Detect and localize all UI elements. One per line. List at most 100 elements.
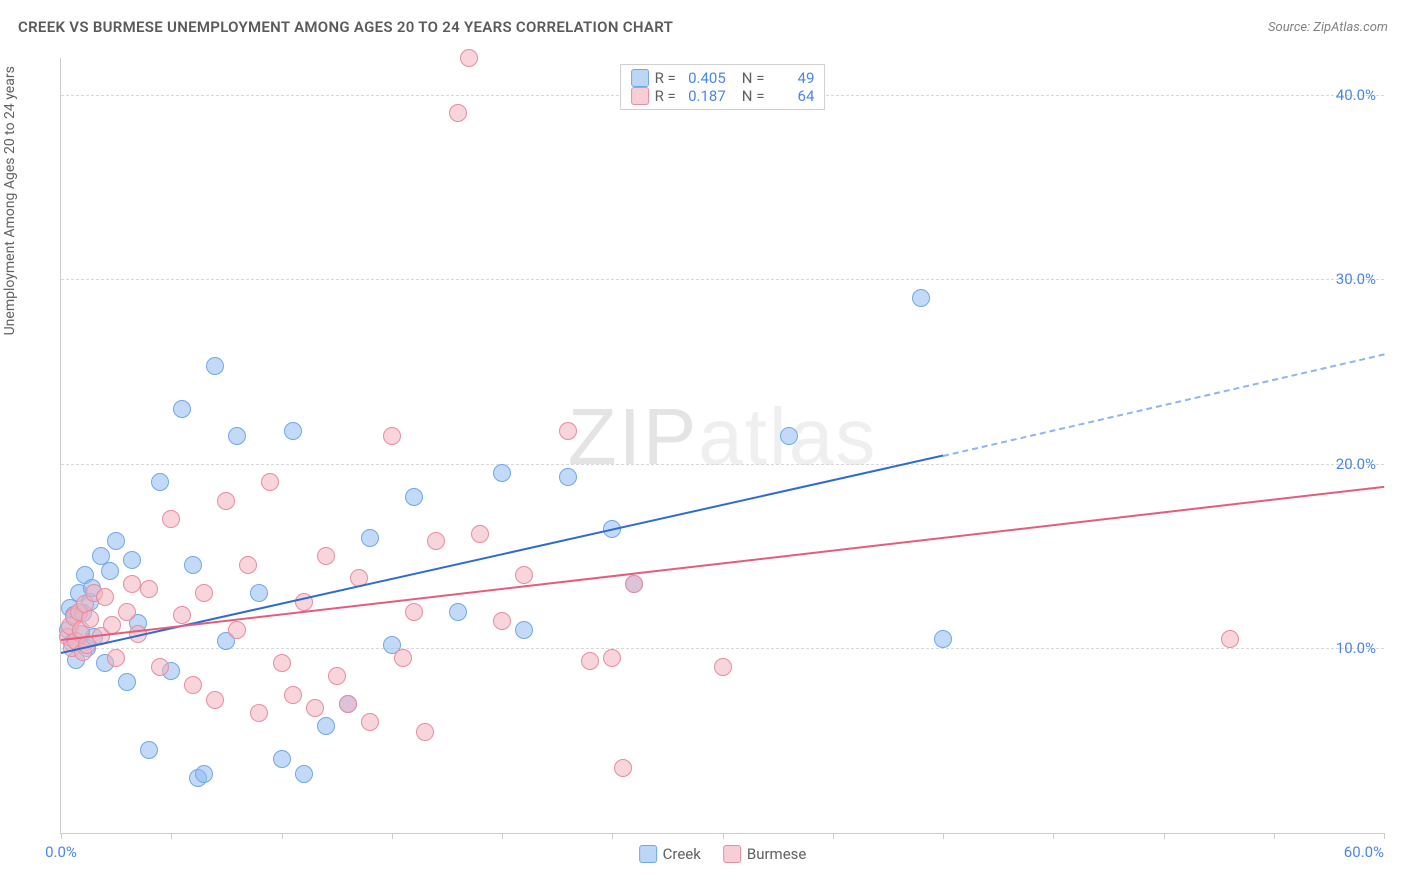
- chart-container: Unemployment Among Ages 20 to 24 years Z…: [18, 50, 1388, 874]
- gridline: [61, 648, 1384, 649]
- data-point: [250, 584, 268, 602]
- x-tick: [502, 833, 503, 839]
- data-point: [184, 556, 202, 574]
- data-point: [118, 673, 136, 691]
- data-point: [449, 104, 467, 122]
- data-point: [118, 603, 136, 621]
- chart-source: Source: ZipAtlas.com: [1268, 20, 1388, 35]
- x-tick: [1053, 833, 1054, 839]
- data-point: [912, 289, 930, 307]
- legend-swatch: [723, 845, 741, 863]
- legend-swatch: [631, 87, 649, 105]
- legend-item: Creek: [639, 845, 701, 863]
- data-point: [228, 427, 246, 445]
- data-point: [339, 695, 357, 713]
- r-label: R =: [655, 69, 676, 87]
- data-point: [284, 422, 302, 440]
- data-point: [195, 584, 213, 602]
- data-point: [295, 765, 313, 783]
- data-point: [493, 612, 511, 630]
- series-legend: Creek Burmese: [639, 845, 807, 863]
- data-point: [317, 717, 335, 735]
- data-point: [515, 621, 533, 639]
- data-point: [96, 588, 114, 606]
- data-point: [217, 492, 235, 510]
- x-tick: [392, 833, 393, 839]
- y-tick-label: 40.0%: [1336, 86, 1376, 104]
- data-point: [317, 547, 335, 565]
- data-point: [273, 654, 291, 672]
- chart-title: CREEK VS BURMESE UNEMPLOYMENT AMONG AGES…: [18, 18, 673, 36]
- x-tick: [282, 833, 283, 839]
- legend-label: Burmese: [747, 845, 807, 863]
- chart-header: CREEK VS BURMESE UNEMPLOYMENT AMONG AGES…: [18, 18, 1388, 36]
- data-point: [228, 621, 246, 639]
- data-point: [195, 765, 213, 783]
- y-tick-label: 10.0%: [1336, 639, 1376, 657]
- data-point: [273, 750, 291, 768]
- data-point: [107, 532, 125, 550]
- data-point: [603, 649, 621, 667]
- legend-swatch: [631, 69, 649, 87]
- trend-line: [943, 353, 1384, 456]
- data-point: [361, 529, 379, 547]
- data-point: [206, 357, 224, 375]
- gridline: [61, 279, 1384, 280]
- legend-swatch: [639, 845, 657, 863]
- r-label: R =: [655, 87, 676, 105]
- gridline: [61, 464, 1384, 465]
- data-point: [383, 427, 401, 445]
- n-value: 64: [770, 87, 814, 105]
- trend-line: [61, 486, 1384, 641]
- data-point: [123, 575, 141, 593]
- data-point: [515, 566, 533, 584]
- x-tick: [943, 833, 944, 839]
- data-point: [162, 510, 180, 528]
- data-point: [123, 551, 141, 569]
- data-point: [394, 649, 412, 667]
- data-point: [206, 691, 224, 709]
- data-point: [625, 575, 643, 593]
- legend-item: Burmese: [723, 845, 807, 863]
- data-point: [101, 562, 119, 580]
- data-point: [460, 49, 478, 67]
- r-value: 0.405: [682, 69, 726, 87]
- data-point: [427, 532, 445, 550]
- n-label: N =: [742, 69, 765, 87]
- data-point: [250, 704, 268, 722]
- data-point: [714, 658, 732, 676]
- data-point: [559, 468, 577, 486]
- x-tick: [1274, 833, 1275, 839]
- data-point: [173, 606, 191, 624]
- correlation-legend: R =0.405N =49R =0.187N =64: [620, 64, 826, 110]
- watermark: ZIPatlas: [568, 390, 877, 482]
- n-value: 49: [770, 69, 814, 87]
- data-point: [934, 630, 952, 648]
- y-tick-label: 30.0%: [1336, 270, 1376, 288]
- data-point: [328, 667, 346, 685]
- x-tick: [612, 833, 613, 839]
- x-tick: [61, 833, 62, 839]
- data-point: [151, 658, 169, 676]
- data-point: [306, 699, 324, 717]
- y-axis-label: Unemployment Among Ages 20 to 24 years: [2, 66, 18, 335]
- data-point: [1221, 630, 1239, 648]
- data-point: [81, 610, 99, 628]
- x-tick: [723, 833, 724, 839]
- data-point: [559, 422, 577, 440]
- data-point: [184, 676, 202, 694]
- x-tick: [171, 833, 172, 839]
- data-point: [471, 525, 489, 543]
- data-point: [416, 723, 434, 741]
- data-point: [261, 473, 279, 491]
- legend-label: Creek: [663, 845, 701, 863]
- data-point: [173, 400, 191, 418]
- data-point: [140, 741, 158, 759]
- data-point: [449, 603, 467, 621]
- data-point: [361, 713, 379, 731]
- data-point: [493, 464, 511, 482]
- data-point: [239, 556, 257, 574]
- x-tick: [833, 833, 834, 839]
- data-point: [284, 686, 302, 704]
- data-point: [614, 759, 632, 777]
